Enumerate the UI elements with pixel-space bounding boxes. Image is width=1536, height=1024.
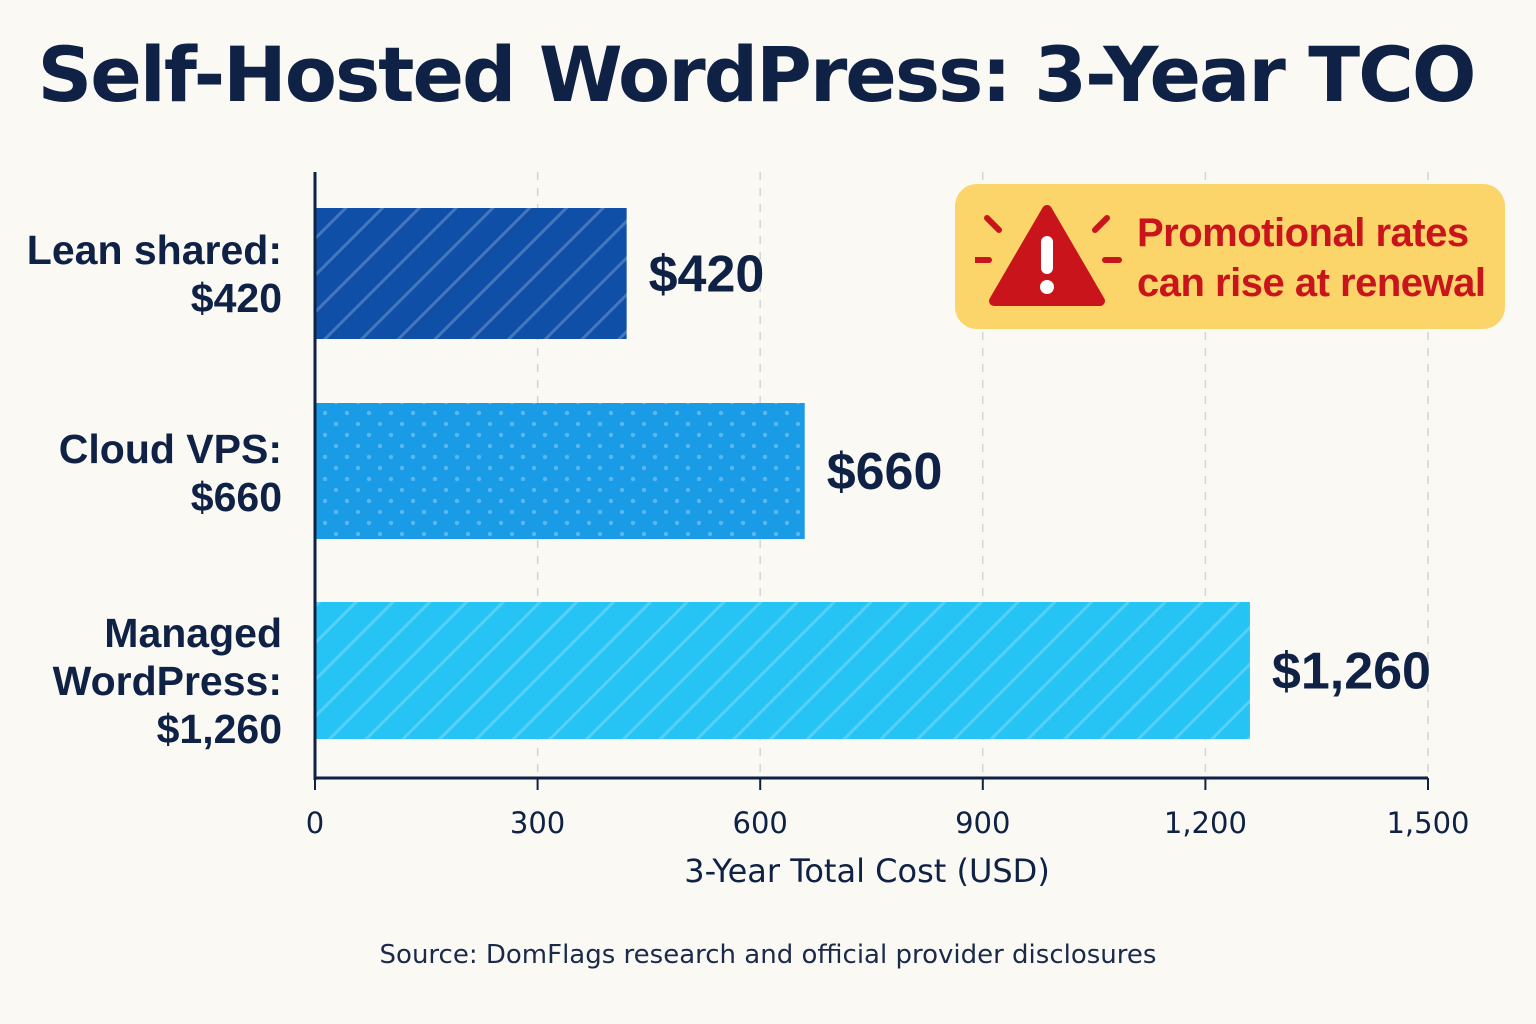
renewal-warning-callout: Promotional rates can rise at renewal: [955, 184, 1505, 329]
bar-pattern: [315, 208, 627, 339]
warning-triangle-icon: [975, 205, 1122, 306]
value-labels: $420 $660 $1,260: [649, 246, 1431, 701]
x-tick-label: 300: [510, 806, 565, 840]
x-tick-label: 0: [306, 806, 324, 840]
category-name-line1: Managed: [104, 610, 282, 656]
category-label-cloud-vps: Cloud VPS: $660: [59, 425, 282, 521]
category-name: Lean shared:: [26, 227, 282, 273]
category-name: Cloud VPS:: [58, 426, 282, 472]
category-amount: $660: [190, 474, 282, 520]
x-tick-label: 600: [733, 806, 788, 840]
value-label: $660: [827, 443, 943, 501]
category-label-managed-wordpress: Managed WordPress: $1,260: [53, 609, 282, 753]
bar-pattern: [315, 403, 805, 539]
bar-pattern: [315, 602, 1250, 739]
x-axis-label: 3-Year Total Cost (USD): [684, 852, 1050, 890]
source-note: Source: DomFlags research and official p…: [379, 940, 1157, 970]
callout-line-2: can rise at renewal: [1137, 261, 1486, 305]
x-tick-label: 1,200: [1164, 806, 1247, 840]
value-label: $420: [649, 246, 765, 304]
category-name-line2: WordPress:: [52, 658, 282, 704]
bars: [315, 208, 1250, 739]
x-tick-label: 900: [955, 806, 1010, 840]
chart-title: Self-Hosted WordPress: 3-Year TCO: [37, 30, 1477, 119]
callout-text: Promotional rates can rise at renewal: [1137, 208, 1497, 308]
category-amount: $420: [190, 275, 282, 321]
category-amount: $1,260: [156, 706, 282, 752]
x-ticks: 0 300 600 900 1,200 1,500: [306, 778, 1470, 840]
callout-line-1: Promotional rates: [1137, 211, 1469, 255]
value-label: $1,260: [1272, 643, 1431, 701]
axes: [313, 172, 1428, 780]
x-tick-label: 1,500: [1386, 806, 1469, 840]
category-label-lean-shared: Lean shared: $420: [27, 226, 282, 322]
